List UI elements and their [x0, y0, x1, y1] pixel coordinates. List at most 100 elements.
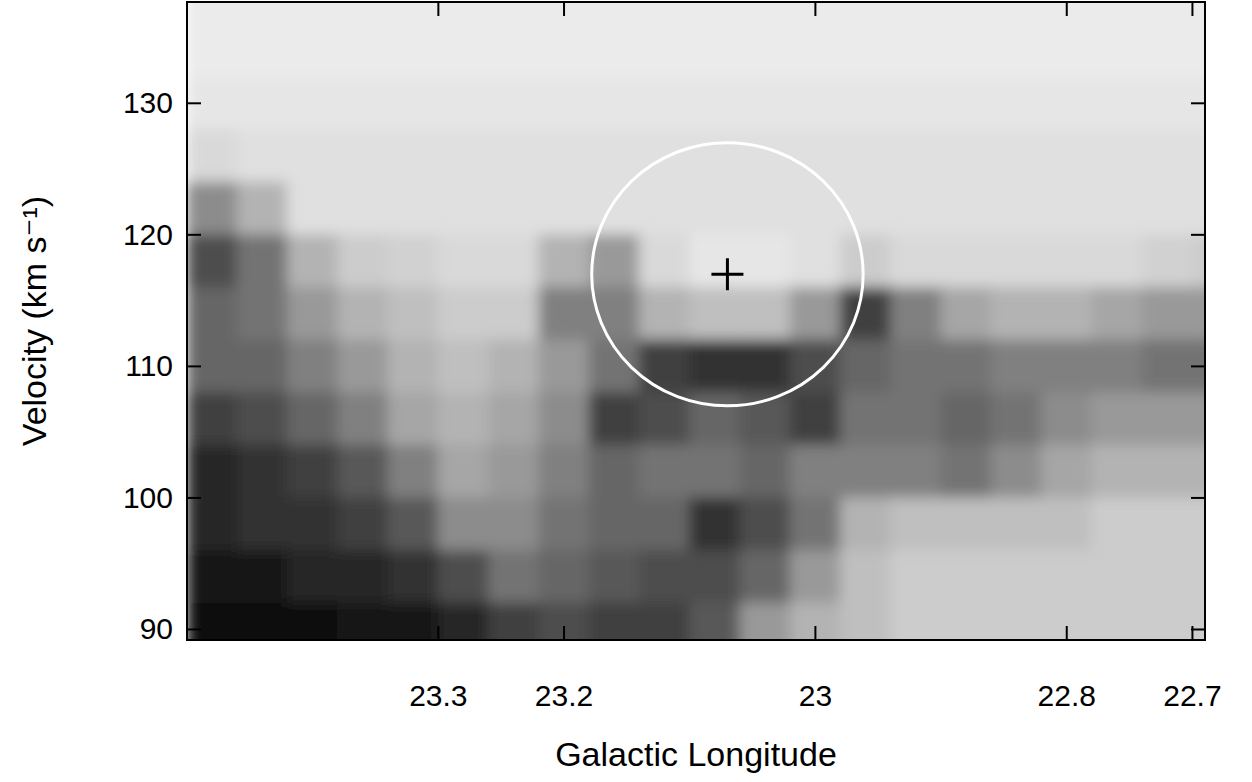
heatmap-cell [890, 603, 941, 640]
heatmap-cell [790, 2, 841, 25]
x-tick-label: 22.7 [1163, 679, 1221, 712]
heatmap-cell [1142, 287, 1193, 341]
heatmap-cell [840, 392, 891, 446]
heatmap-cell [1041, 550, 1092, 604]
heatmap-cell [790, 287, 841, 341]
heatmap-cell [639, 445, 690, 499]
heatmap-cell [689, 129, 740, 183]
heatmap-cell [689, 603, 740, 640]
heatmap-cell [1192, 497, 1205, 551]
heatmap-cell [941, 340, 992, 394]
heatmap-cell [589, 603, 640, 640]
heatmap-cell [287, 234, 338, 288]
y-tick [187, 497, 201, 499]
heatmap-cell [639, 497, 690, 551]
heatmap-cell [538, 76, 589, 130]
heatmap-cell [890, 287, 941, 341]
y-tick-label: 110 [125, 349, 173, 382]
heatmap-cell [890, 2, 941, 25]
heatmap-cell [488, 603, 539, 640]
heatmap-cell [488, 497, 539, 551]
heatmap-cell [739, 24, 790, 78]
heatmap-cell [689, 182, 740, 236]
heatmap-cell [388, 445, 439, 499]
heatmap-cell [739, 234, 790, 288]
heatmap-cell [538, 550, 589, 604]
heatmap-cell [388, 550, 439, 604]
heatmap-cell [287, 24, 338, 78]
heatmap-cell [890, 76, 941, 130]
heatmap-cell [689, 445, 740, 499]
heatmap-cell [840, 24, 891, 78]
heatmap-cell [1041, 182, 1092, 236]
heatmap-cell [187, 603, 238, 640]
heatmap-cell [689, 287, 740, 341]
heatmap-cell [488, 234, 539, 288]
heatmap-cell [790, 445, 841, 499]
heatmap-cell [991, 445, 1042, 499]
heatmap-cell [1041, 24, 1092, 78]
heatmap-cell [237, 2, 288, 25]
heatmap-cell [991, 182, 1042, 236]
x-tick-top [563, 2, 565, 16]
center-marker [711, 258, 743, 290]
heatmap-cell [438, 76, 489, 130]
heatmap-cell [689, 550, 740, 604]
heatmap-cell [488, 129, 539, 183]
heatmap-cell [388, 182, 439, 236]
heatmap-cell [337, 182, 388, 236]
y-tick-label: 120 [123, 218, 173, 251]
y-tick-label: 130 [123, 86, 173, 119]
y-tick [187, 365, 201, 367]
heatmap-cell [790, 234, 841, 288]
heatmap-cell [589, 2, 640, 25]
heatmap-cell [388, 603, 439, 640]
heatmap-cell [237, 76, 288, 130]
heatmap-cell [337, 392, 388, 446]
heatmap-cell [538, 497, 589, 551]
heatmap-cell [388, 24, 439, 78]
heatmap-cell [187, 234, 238, 288]
heatmap-cell [488, 287, 539, 341]
heatmap-cell [991, 76, 1042, 130]
heatmap-cell [1091, 445, 1142, 499]
heatmap-cell [337, 287, 388, 341]
heatmap-cell [187, 76, 238, 130]
heatmap-cell [1091, 287, 1142, 341]
heatmap-cell [840, 2, 891, 25]
heatmap-cell [438, 550, 489, 604]
heatmap-cell [237, 24, 288, 78]
heatmap-cell [438, 340, 489, 394]
heatmap-cell [1091, 497, 1142, 551]
heatmap-cell [337, 340, 388, 394]
heatmap-cell [337, 129, 388, 183]
heatmap-cell [337, 76, 388, 130]
heatmap-cell [1091, 234, 1142, 288]
heatmap-cell [1142, 497, 1193, 551]
heatmap-cell [1192, 24, 1205, 78]
x-tick-top [1191, 2, 1193, 16]
heatmap-cell [1192, 182, 1205, 236]
heatmap-cell [991, 392, 1042, 446]
heatmap-cell [639, 287, 690, 341]
chart: 23.323.22322.822.790100110120130Galactic… [0, 0, 1252, 782]
heatmap-cell [639, 340, 690, 394]
heatmap-cell [1041, 76, 1092, 130]
heatmap-cell [1091, 2, 1142, 25]
heatmap-cell [187, 2, 238, 25]
heatmap-cell [388, 392, 439, 446]
heatmap-cell [941, 550, 992, 604]
heatmap-cell [1192, 392, 1205, 446]
y-tick-right [1191, 365, 1205, 367]
heatmap-cell [639, 234, 690, 288]
heatmap-cell [1192, 603, 1205, 640]
y-tick [187, 234, 201, 236]
heatmap-cell [1142, 234, 1193, 288]
heatmap-cell [639, 129, 690, 183]
heatmap-cell [538, 287, 589, 341]
heatmap-cell [237, 497, 288, 551]
heatmap-cell [790, 550, 841, 604]
heatmap-cell [1142, 392, 1193, 446]
heatmap-cell [388, 234, 439, 288]
heatmap-cell [438, 392, 489, 446]
